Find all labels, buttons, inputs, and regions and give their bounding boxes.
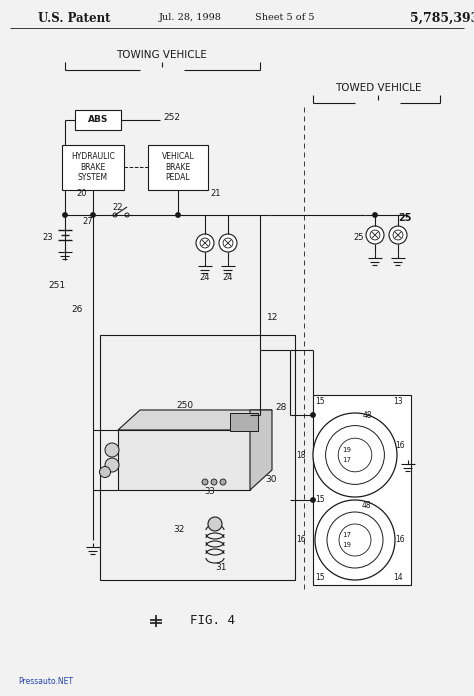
Circle shape bbox=[208, 517, 222, 531]
Bar bbox=[62, 145, 124, 190]
Text: 250: 250 bbox=[176, 400, 193, 409]
Text: TOWING VEHICLE: TOWING VEHICLE bbox=[117, 50, 208, 60]
Text: 23: 23 bbox=[42, 233, 53, 242]
Circle shape bbox=[389, 226, 407, 244]
Text: 33: 33 bbox=[205, 487, 215, 496]
Text: 16: 16 bbox=[296, 535, 306, 544]
Circle shape bbox=[105, 443, 119, 457]
Circle shape bbox=[311, 498, 315, 503]
Text: FIG. 4: FIG. 4 bbox=[190, 613, 235, 626]
Polygon shape bbox=[118, 430, 250, 490]
Text: 17: 17 bbox=[343, 457, 352, 463]
Text: 32: 32 bbox=[173, 525, 185, 535]
Circle shape bbox=[366, 226, 384, 244]
Circle shape bbox=[223, 238, 233, 248]
Text: Jul. 28, 1998: Jul. 28, 1998 bbox=[159, 13, 221, 22]
Circle shape bbox=[105, 458, 119, 472]
Circle shape bbox=[196, 234, 214, 252]
Circle shape bbox=[176, 213, 180, 217]
Circle shape bbox=[311, 413, 315, 417]
Circle shape bbox=[113, 213, 117, 217]
Bar bbox=[75, 110, 121, 130]
Text: 20: 20 bbox=[76, 189, 86, 198]
Text: 19: 19 bbox=[343, 447, 352, 453]
Circle shape bbox=[200, 238, 210, 248]
Circle shape bbox=[220, 479, 226, 485]
Text: 48: 48 bbox=[363, 411, 373, 420]
Polygon shape bbox=[250, 410, 272, 490]
Text: VEHICAL
BRAKE
PEDAL: VEHICAL BRAKE PEDAL bbox=[162, 152, 194, 182]
Circle shape bbox=[202, 479, 208, 485]
Text: 19: 19 bbox=[343, 542, 352, 548]
Circle shape bbox=[219, 234, 237, 252]
Circle shape bbox=[339, 524, 371, 556]
Text: HYDRAULIC
BRAKE
SYSTEM: HYDRAULIC BRAKE SYSTEM bbox=[71, 152, 115, 182]
Circle shape bbox=[100, 466, 110, 477]
Text: 12: 12 bbox=[267, 313, 278, 322]
Text: 18: 18 bbox=[297, 450, 306, 459]
Text: Sheet 5 of 5: Sheet 5 of 5 bbox=[255, 13, 315, 22]
Text: 28: 28 bbox=[275, 404, 286, 413]
Bar bbox=[148, 145, 208, 190]
Text: 48: 48 bbox=[362, 500, 372, 509]
Circle shape bbox=[326, 425, 384, 484]
Text: 252: 252 bbox=[163, 113, 180, 122]
Text: 26: 26 bbox=[72, 306, 83, 315]
Text: TOWED VEHICLE: TOWED VEHICLE bbox=[335, 83, 421, 93]
Circle shape bbox=[393, 230, 403, 240]
Bar bbox=[313, 395, 411, 585]
Text: 30: 30 bbox=[265, 475, 276, 484]
Text: U.S. Patent: U.S. Patent bbox=[38, 12, 110, 24]
Circle shape bbox=[315, 500, 395, 580]
Text: 251: 251 bbox=[48, 280, 65, 290]
Polygon shape bbox=[118, 410, 272, 430]
Bar bbox=[100, 335, 295, 580]
Text: 15: 15 bbox=[315, 574, 325, 583]
Text: 15: 15 bbox=[315, 397, 325, 406]
Circle shape bbox=[373, 213, 377, 217]
Text: 5,785,393: 5,785,393 bbox=[410, 12, 474, 24]
Text: ABS: ABS bbox=[88, 116, 108, 125]
Text: 15: 15 bbox=[315, 496, 325, 505]
Text: 21: 21 bbox=[210, 189, 220, 198]
Text: 25: 25 bbox=[398, 213, 412, 223]
Text: 17: 17 bbox=[343, 532, 352, 538]
Text: 14: 14 bbox=[393, 574, 402, 583]
Text: 22: 22 bbox=[113, 203, 123, 212]
Circle shape bbox=[313, 413, 397, 497]
Text: 13: 13 bbox=[393, 397, 402, 406]
Text: 31: 31 bbox=[215, 564, 227, 573]
Circle shape bbox=[211, 479, 217, 485]
Text: 25: 25 bbox=[354, 232, 364, 242]
Text: 24: 24 bbox=[200, 274, 210, 283]
Text: 24: 24 bbox=[223, 274, 233, 283]
Text: Pressauto.NET: Pressauto.NET bbox=[18, 677, 73, 686]
Circle shape bbox=[327, 512, 383, 568]
Circle shape bbox=[125, 213, 129, 217]
Text: 16: 16 bbox=[395, 441, 405, 450]
Text: 16: 16 bbox=[395, 535, 405, 544]
Circle shape bbox=[63, 213, 67, 217]
Circle shape bbox=[370, 230, 380, 240]
Text: 27: 27 bbox=[82, 217, 92, 226]
Bar bbox=[230, 413, 258, 431]
Circle shape bbox=[338, 438, 372, 472]
Circle shape bbox=[258, 348, 262, 352]
Circle shape bbox=[91, 213, 95, 217]
